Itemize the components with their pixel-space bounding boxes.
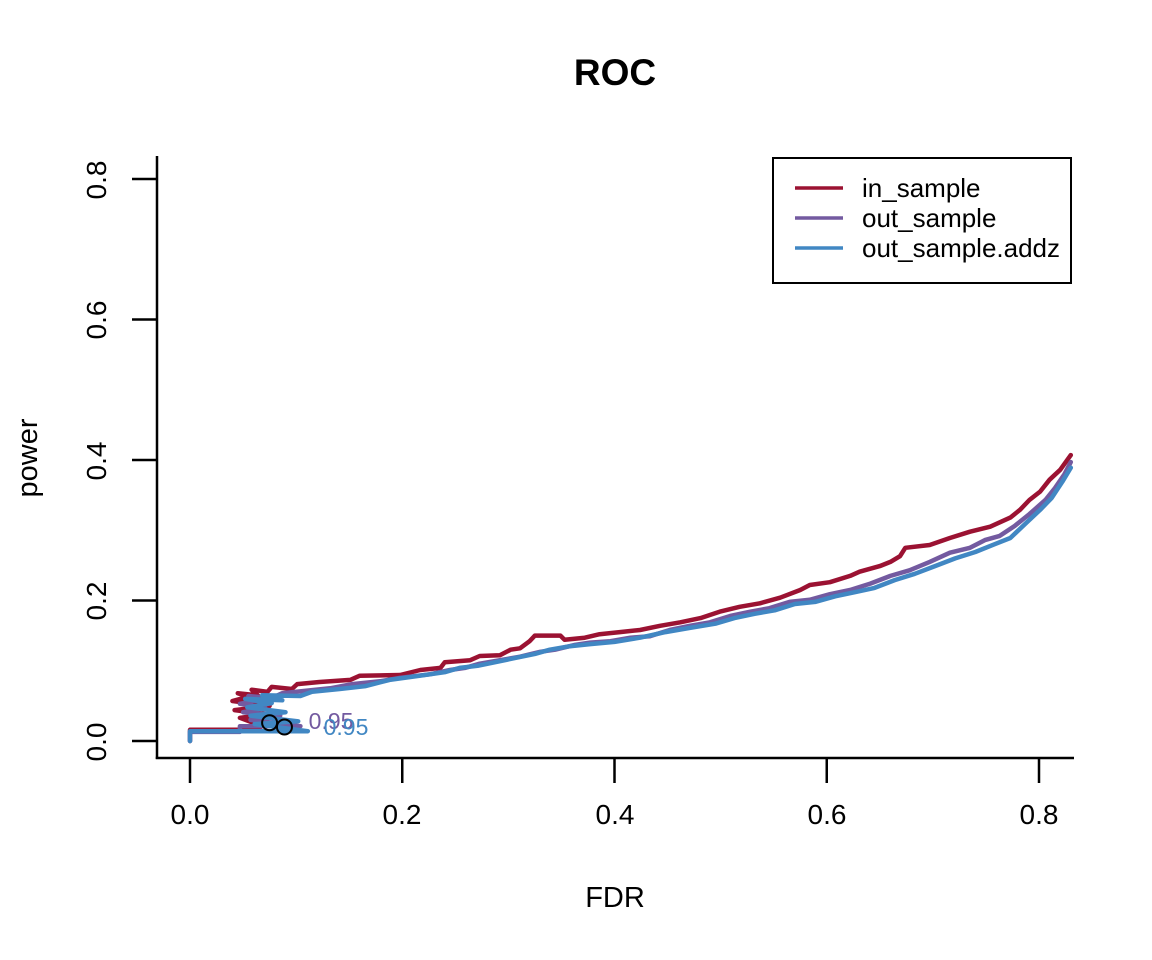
- x-tick-label-2: 0.4: [595, 799, 635, 830]
- chart-title: ROC: [573, 52, 657, 93]
- legend-label-in-sample: in_sample: [862, 173, 981, 203]
- y-tick-label-2: 0.4: [81, 441, 112, 481]
- series-line-out_sample: [187, 459, 1074, 744]
- y-axis-label: power: [12, 418, 44, 498]
- series-line-in_sample: [187, 452, 1074, 744]
- y-tick-label-3: 0.6: [81, 300, 112, 340]
- legend-label-out-sample-addz: out_sample.addz: [862, 233, 1061, 263]
- x-tick-label-3: 0.6: [807, 799, 847, 830]
- series-line-out_sample.addz: [187, 465, 1074, 744]
- threshold-marker-0: [261, 714, 279, 732]
- legend-box: [772, 157, 1072, 284]
- legend-label-out-sample: out_sample: [862, 203, 997, 233]
- x-tick-label-0: 0.0: [170, 799, 210, 830]
- threshold-label-0: 0.95: [309, 708, 354, 734]
- threshold-label-1: 0.95: [324, 714, 369, 740]
- x-tick-label-4: 0.8: [1019, 799, 1059, 830]
- y-tick-label-4: 0.8: [81, 160, 112, 200]
- y-tick-label-0: 0.0: [81, 722, 112, 762]
- threshold-marker-1: [275, 718, 293, 736]
- x-axis-label: FDR: [585, 882, 645, 914]
- y-tick-label-1: 0.2: [81, 581, 112, 621]
- x-tick-label-1: 0.2: [382, 799, 422, 830]
